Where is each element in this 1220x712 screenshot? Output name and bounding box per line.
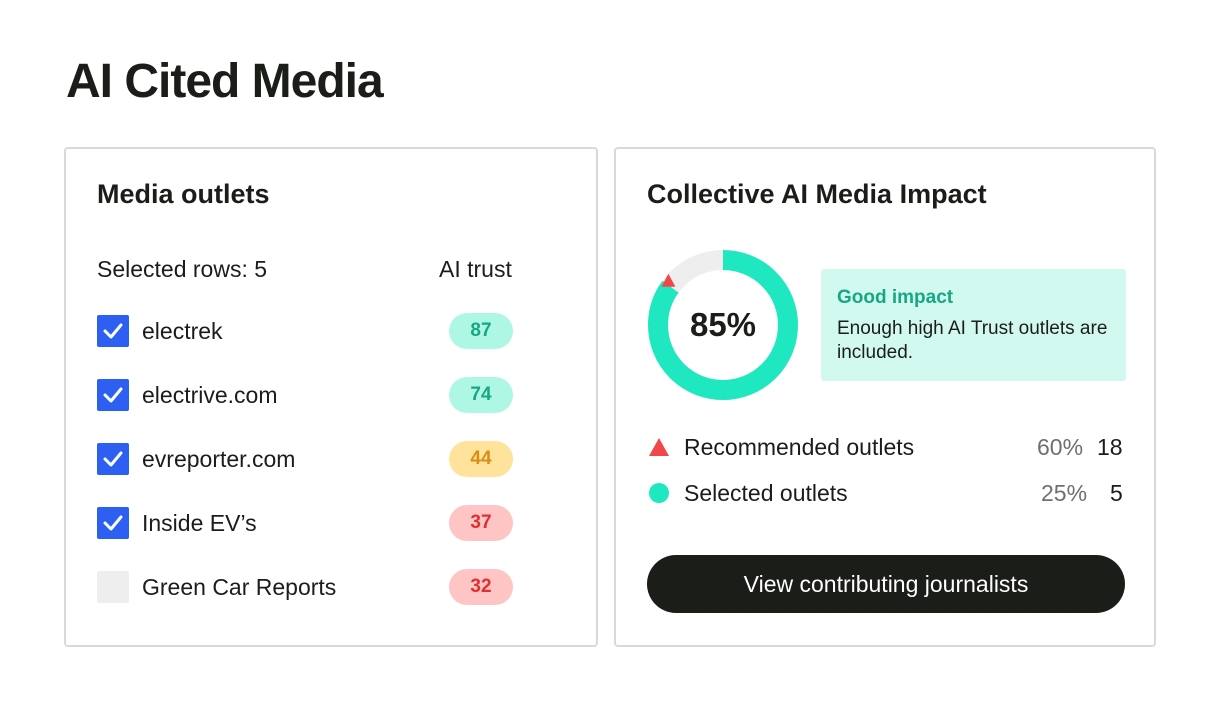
outlet-row: Inside EV’s 37	[97, 505, 547, 541]
impact-status-title: Good impact	[837, 287, 954, 308]
legend-count: 5	[1110, 479, 1123, 506]
legend-selected: Selected outlets 25% 5	[647, 478, 1127, 508]
donut-arc	[648, 250, 798, 400]
trust-score-badge: 32	[449, 569, 513, 605]
impact-status-box: Good impact Enough high AI Trust outlets…	[821, 269, 1126, 381]
impact-donut-chart	[648, 250, 798, 400]
outlet-row: evreporter.com 44	[97, 441, 547, 477]
row-checkbox[interactable]	[97, 507, 129, 539]
outlet-name: electrive.com	[142, 381, 278, 408]
view-journalists-button[interactable]: View contributing journalists	[647, 555, 1125, 613]
trust-score-badge: 37	[449, 505, 513, 541]
checkmark-icon	[103, 323, 123, 339]
triangle-icon	[647, 435, 671, 459]
checkmark-icon	[103, 387, 123, 403]
outlet-name: evreporter.com	[142, 445, 296, 472]
ai-trust-header: AI trust	[439, 256, 512, 282]
outlet-row: electrek 87	[97, 313, 547, 349]
donut-value: 85%	[689, 306, 757, 343]
checkmark-icon	[103, 451, 123, 467]
outlet-row: Green Car Reports 32	[97, 569, 547, 605]
card-title: Collective AI Media Impact	[647, 179, 987, 209]
circle-icon	[647, 481, 671, 505]
legend-percent: 25%	[1041, 479, 1088, 506]
outlet-name: Green Car Reports	[142, 573, 337, 600]
legend-percent: 60%	[1037, 433, 1084, 460]
row-checkbox[interactable]	[97, 315, 129, 347]
impact-status-text: Enough high AI Trust outlets are include…	[837, 318, 1108, 363]
legend-count: 18	[1097, 433, 1123, 460]
card-title: Media outlets	[97, 179, 270, 209]
outlet-row: electrive.com 74	[97, 377, 547, 413]
recommended-marker-icon	[661, 273, 676, 287]
selected-rows-label: Selected rows: 5	[97, 256, 268, 282]
legend-label: Selected outlets	[684, 479, 848, 506]
row-checkbox[interactable]	[97, 443, 129, 475]
checkmark-icon	[103, 515, 123, 531]
outlet-name: electrek	[142, 317, 223, 344]
impact-card: Collective AI Media Impact 85% Good impa…	[614, 147, 1156, 647]
media-outlets-card: Media outlets Selected rows: 5 AI trust …	[64, 147, 598, 647]
row-checkbox[interactable]	[97, 571, 129, 603]
outlet-name: Inside EV’s	[142, 509, 257, 536]
legend-recommended: Recommended outlets 60% 18	[647, 432, 1127, 462]
legend-label: Recommended outlets	[684, 433, 915, 460]
trust-score-badge: 87	[449, 313, 513, 349]
row-checkbox[interactable]	[97, 379, 129, 411]
trust-score-badge: 44	[449, 441, 513, 477]
trust-score-badge: 74	[449, 377, 513, 413]
page-title: AI Cited Media	[66, 55, 384, 108]
